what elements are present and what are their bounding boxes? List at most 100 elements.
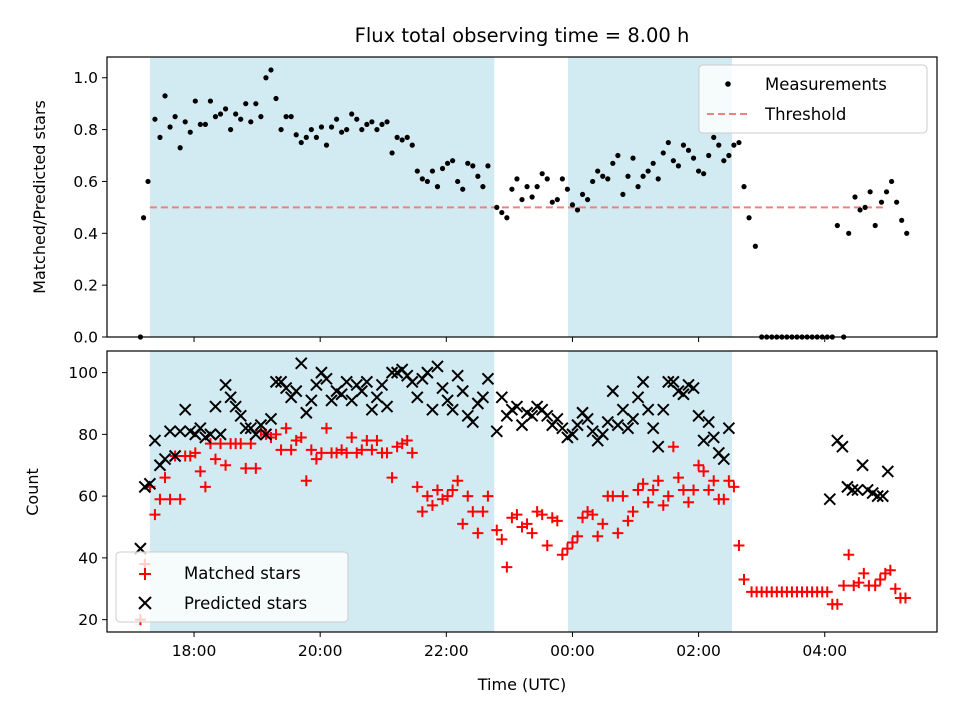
matched-star-point <box>215 438 227 450</box>
bottom-legend-box <box>115 551 349 623</box>
predicted-star-point <box>355 384 369 398</box>
measurement-point <box>862 204 868 210</box>
predicted-star-point <box>541 409 554 423</box>
measurement-point <box>414 168 420 174</box>
predicted-star-point <box>375 378 389 392</box>
matched-star-point <box>899 592 911 604</box>
predicted-star-point <box>581 412 594 426</box>
matched-star-point <box>728 481 740 493</box>
predicted-star-point <box>626 412 640 426</box>
measurement-point <box>630 155 636 161</box>
measurement-point <box>369 119 375 125</box>
bottom-x-tick-label: 22:00 <box>424 642 469 660</box>
measurement-point <box>600 173 606 179</box>
measurement-point <box>344 126 350 133</box>
matched-star-point <box>270 428 282 440</box>
measurement-point <box>364 121 370 128</box>
measurement-point <box>680 142 687 148</box>
matched-star-point <box>381 447 393 459</box>
matched-star-point <box>220 459 232 471</box>
measurement-point <box>145 178 151 185</box>
matched-star-point <box>858 567 870 579</box>
matched-star-point <box>637 478 649 490</box>
matched-star-point <box>612 527 624 539</box>
predicted-star-point <box>667 375 680 389</box>
matched-star-point <box>511 509 523 521</box>
measurement-point <box>187 129 193 135</box>
bottom-panel: 20 40 60 80 100 18:00 20:00 22:00 00:00 02:00 04:… <box>23 350 938 694</box>
bottom-y-ticks: 20 40 60 80 100 <box>68 364 107 629</box>
matched-star-point <box>406 447 418 459</box>
matched-star-point <box>647 484 659 496</box>
legend-threshold-label: Threshold <box>764 105 846 124</box>
measurement-point <box>524 184 530 190</box>
predicted-star-point <box>421 366 434 379</box>
predicted-star-point <box>687 381 700 395</box>
measurement-point <box>212 114 219 120</box>
measurement-point <box>736 139 742 146</box>
matched-star-point <box>452 475 464 487</box>
matched-star-point <box>310 453 322 465</box>
measurement-point <box>878 199 885 205</box>
predicted-star-point <box>631 391 645 404</box>
matched-star-point <box>843 549 855 561</box>
matched-star-point <box>556 549 568 561</box>
predicted-star-point <box>707 431 720 444</box>
measurement-point <box>439 165 446 172</box>
bottom-shaded-region-2 <box>568 351 733 632</box>
measurement-point <box>288 114 294 120</box>
legend-measurements-label: Measurements <box>765 75 887 94</box>
matched-star-point <box>477 506 489 518</box>
predicted-star-point <box>305 394 318 407</box>
measurement-point <box>374 126 380 133</box>
matched-star-point <box>472 527 484 539</box>
measurement-point <box>379 121 385 128</box>
top-legend: Measurements Threshold <box>698 64 928 134</box>
predicted-star-point <box>717 452 731 466</box>
measurement-point <box>529 194 535 200</box>
predicted-star-point <box>846 483 859 497</box>
predicted-star-point <box>436 381 449 395</box>
matched-star-point <box>189 447 201 459</box>
measurement-point <box>273 95 279 102</box>
matched-star-point <box>159 472 171 484</box>
matched-star-point <box>501 561 513 573</box>
matched-star-point <box>411 481 423 493</box>
predicted-star-point <box>662 375 675 389</box>
top-y-ticks: 0.0 0.2 0.4 0.6 0.8 1.0 <box>73 69 107 347</box>
chart-title: Flux total observing time = 8.00 h <box>355 24 690 47</box>
predicted-star-point <box>219 378 232 392</box>
matched-star-point <box>320 422 332 434</box>
predicted-star-point <box>370 391 384 404</box>
matched-star-point <box>662 490 674 502</box>
predicted-star-point <box>621 421 635 435</box>
matched-star-point <box>718 493 730 505</box>
measurement-point <box>303 134 309 140</box>
measurement-point <box>450 158 456 164</box>
matched-star-point <box>853 577 865 589</box>
measurement-point <box>834 222 840 229</box>
matched-star-point <box>164 493 176 505</box>
bottom-x-tick-label: 00:00 <box>550 642 595 660</box>
predicted-star-point <box>224 391 237 404</box>
measurement-point <box>746 215 752 221</box>
measurement-point <box>559 176 565 182</box>
legend-matched-label: Matched stars <box>184 564 301 583</box>
matched-star-point <box>447 484 459 496</box>
measurement-point <box>539 171 545 177</box>
bottom-y-tick-label: 100 <box>68 364 98 382</box>
predicted-star-point <box>178 403 192 416</box>
predicted-star-point <box>451 369 464 382</box>
predicted-star-point <box>380 400 394 413</box>
measurement-point <box>665 139 671 146</box>
matched-star-point <box>240 462 252 474</box>
predicted-star-point <box>856 459 869 472</box>
predicted-star-point <box>194 421 207 435</box>
top-y-tick-label: 1.0 <box>73 69 98 87</box>
measurement-point <box>217 111 224 117</box>
bottom-y-tick-label: 60 <box>78 488 98 506</box>
bottom-x-tick-label: 04:00 <box>802 642 847 660</box>
predicted-star-point <box>426 403 439 416</box>
measurement-point <box>278 126 284 133</box>
matched-star-point <box>491 524 503 536</box>
